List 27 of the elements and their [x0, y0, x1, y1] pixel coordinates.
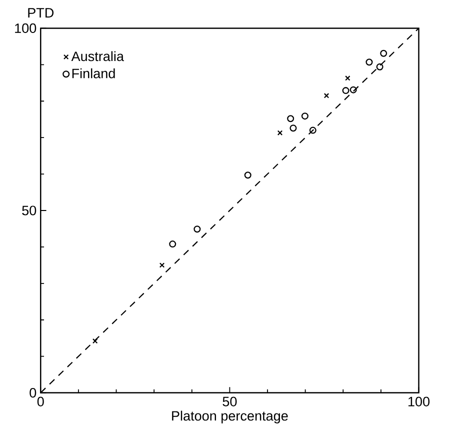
y-tick-label: 100: [15, 24, 36, 34]
point: [380, 50, 388, 58]
point: [301, 112, 308, 120]
x-tick-label: 100: [408, 396, 430, 407]
point: [277, 130, 283, 136]
point: [309, 126, 316, 134]
point: [287, 115, 294, 122]
point: [169, 240, 176, 248]
point: [244, 172, 252, 179]
point: [159, 262, 165, 268]
y-axis-title: PTD: [28, 8, 54, 18]
point: [92, 338, 98, 344]
point: [345, 76, 350, 81]
point: [350, 86, 357, 94]
y-tick-label: 0: [30, 388, 36, 398]
point: [194, 226, 201, 233]
legend-label: Finland: [72, 68, 115, 78]
legend-label: Australia: [71, 51, 124, 62]
point: [342, 87, 350, 94]
x-tick-label: 0: [37, 396, 44, 407]
x-axis-title: Platoon percentage: [172, 410, 288, 424]
y-tick-label: 50: [22, 206, 36, 216]
point: [290, 124, 297, 132]
x-tick-label: 50: [222, 396, 237, 407]
point: [366, 58, 373, 66]
point: [376, 64, 384, 71]
point: [324, 93, 330, 98]
